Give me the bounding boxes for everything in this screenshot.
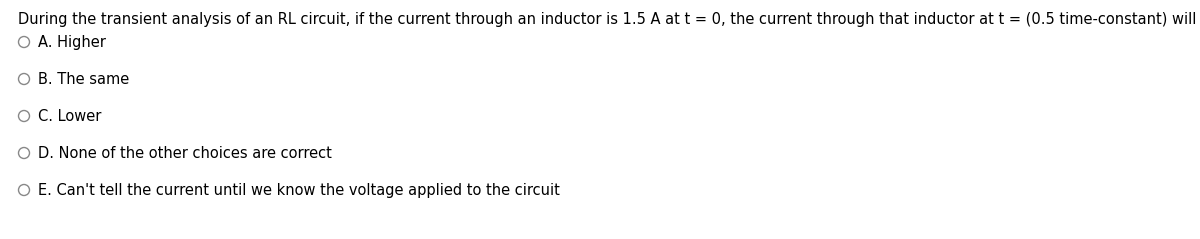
Text: B. The same: B. The same: [38, 71, 130, 87]
Text: D. None of the other choices are correct: D. None of the other choices are correct: [38, 146, 332, 161]
Text: E. Can't tell the current until we know the voltage applied to the circuit: E. Can't tell the current until we know …: [38, 183, 560, 197]
Text: A. Higher: A. Higher: [38, 34, 106, 49]
Text: C. Lower: C. Lower: [38, 109, 101, 124]
Text: During the transient analysis of an RL circuit, if the current through an induct: During the transient analysis of an RL c…: [18, 12, 1200, 27]
